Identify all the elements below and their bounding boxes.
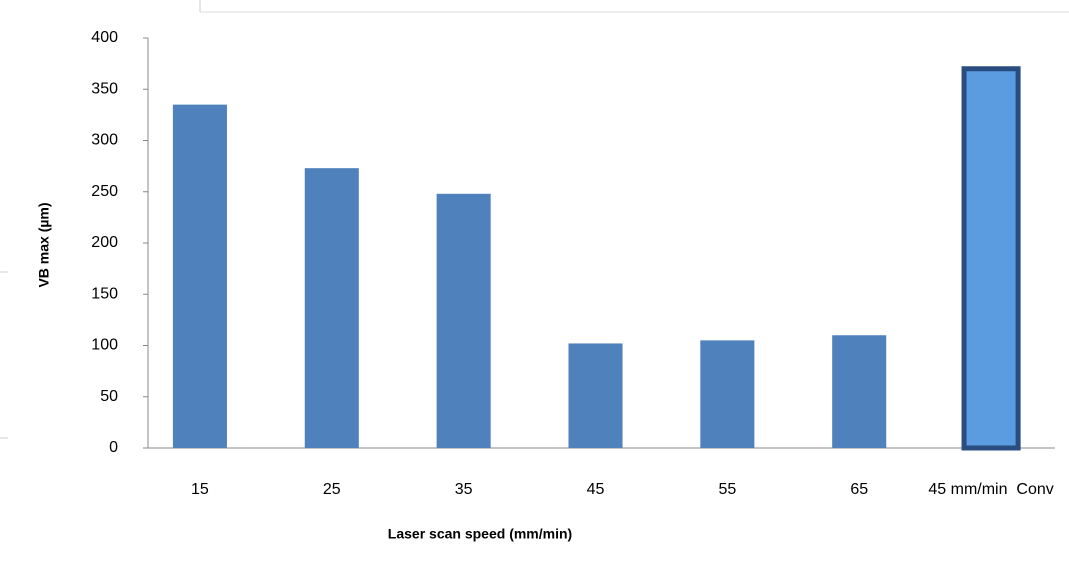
- x-tick-label: 15: [191, 481, 209, 498]
- y-tick-label: 150: [91, 285, 118, 302]
- x-tick-label: 65: [850, 481, 868, 498]
- bar: [961, 66, 1021, 451]
- y-tick-label: 300: [91, 132, 118, 149]
- x-tick-label: 35: [455, 481, 473, 498]
- bar: [568, 343, 623, 448]
- y-tick-label: 250: [91, 183, 118, 200]
- x-tick-label: 25: [323, 481, 341, 498]
- x-axis-title: Laser scan speed (mm/min): [388, 526, 572, 542]
- y-tick-label: 50: [100, 388, 118, 405]
- bar: [304, 168, 359, 449]
- y-axis-title: VB max (µm): [36, 202, 52, 287]
- bar: [832, 335, 887, 448]
- y-tick-label: 400: [91, 29, 118, 46]
- x-tick-label: 55: [718, 481, 736, 498]
- y-tick-label: 200: [91, 234, 118, 251]
- y-tick-label: 100: [91, 337, 118, 354]
- x-tick-label: 45 mm/min Conv: [928, 481, 1053, 498]
- y-tick-label: 350: [91, 80, 118, 97]
- bar: [436, 193, 491, 448]
- y-tick-label: 0: [109, 439, 118, 456]
- bar: [172, 104, 227, 448]
- x-tick-label: 45: [587, 481, 605, 498]
- bar: [700, 340, 755, 448]
